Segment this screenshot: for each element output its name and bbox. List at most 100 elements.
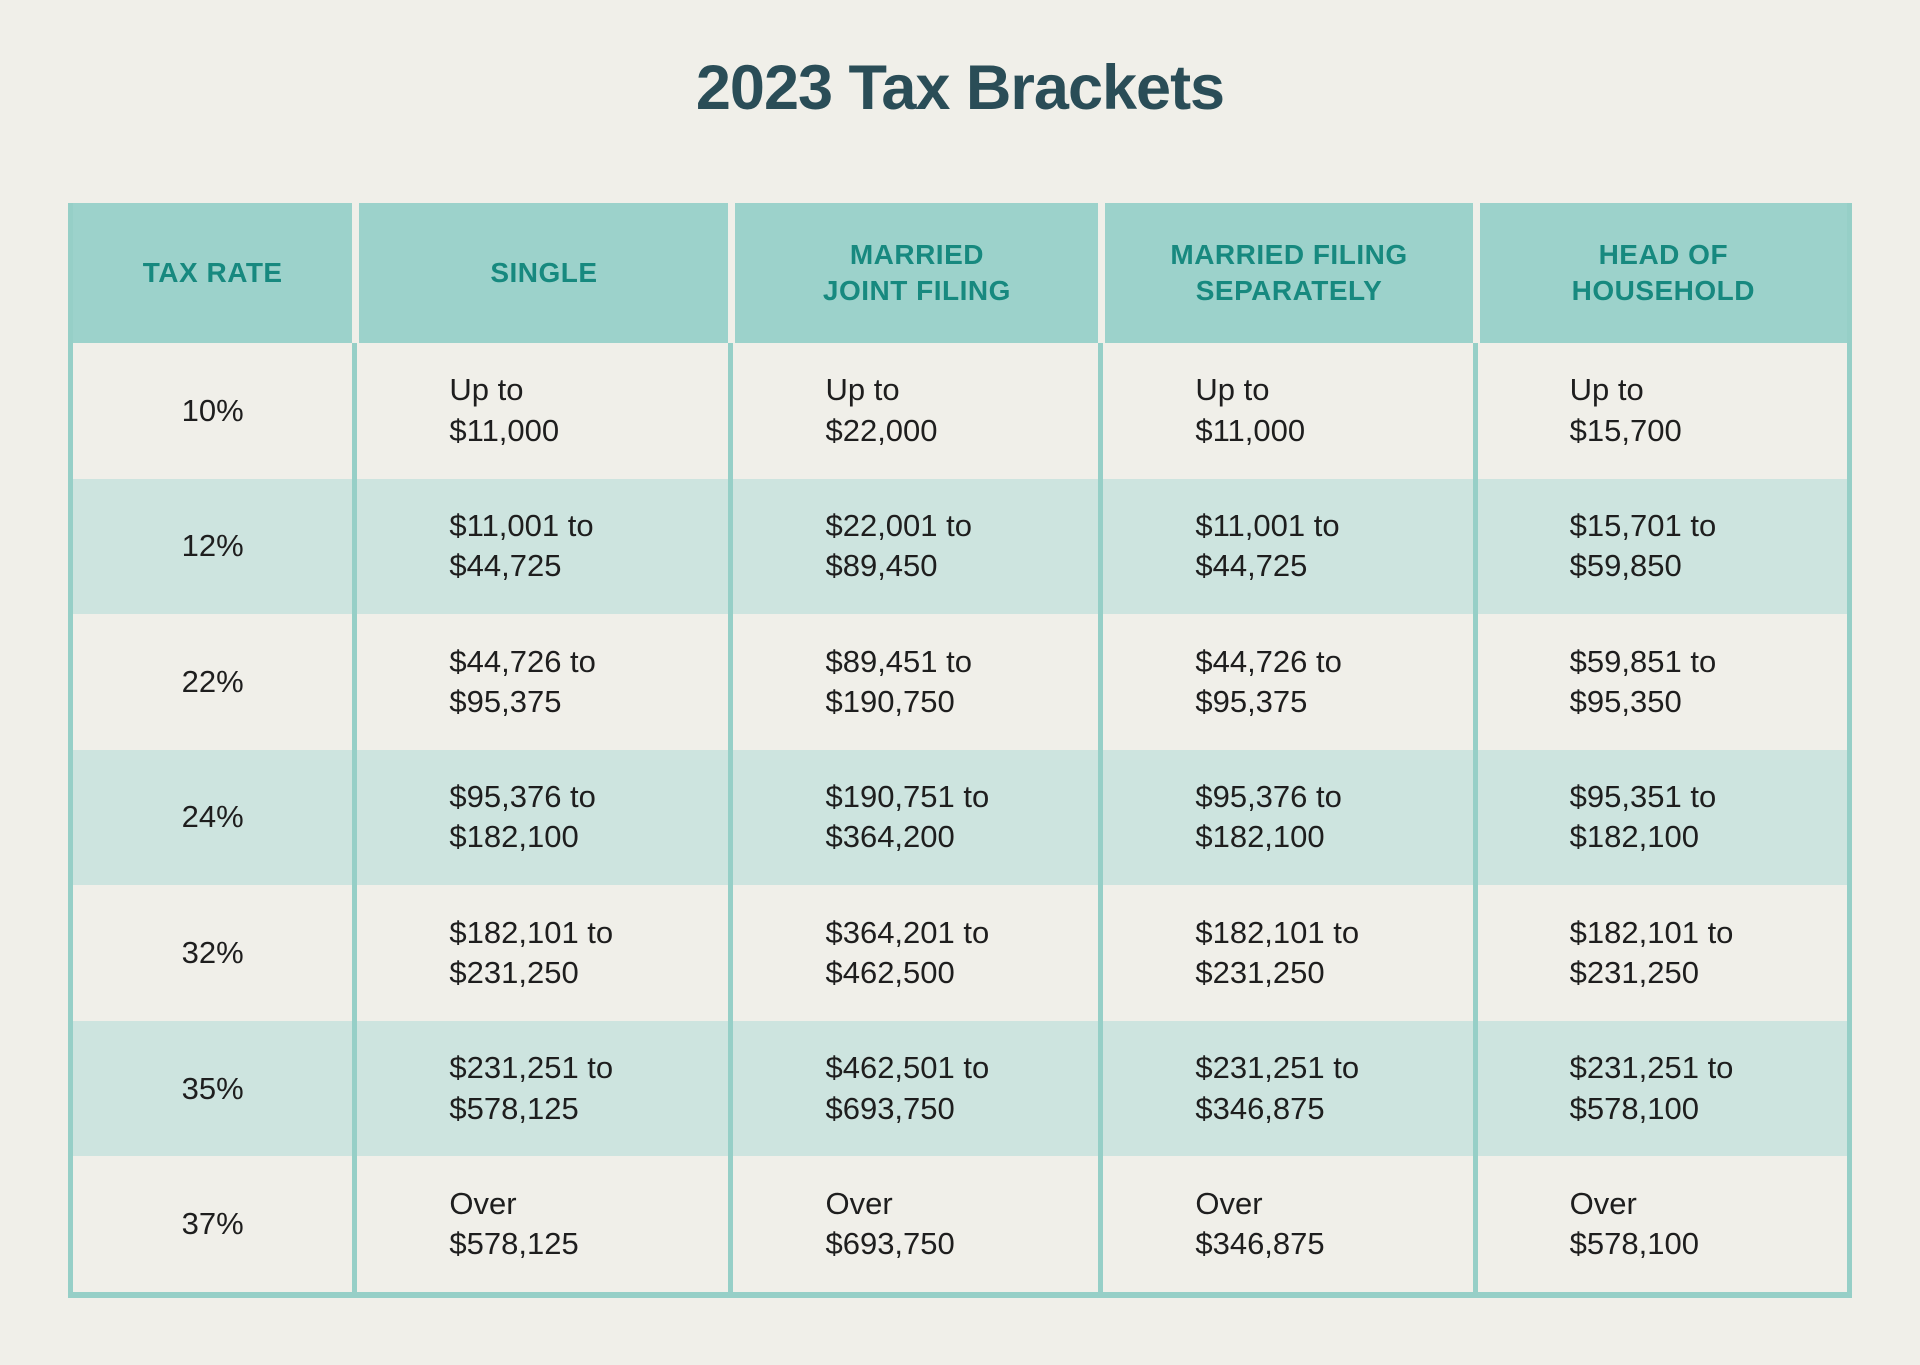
header-cell-single: SINGLE: [352, 203, 729, 343]
head-household-cell: $95,351 to $182,100: [1472, 749, 1847, 886]
bracket-line2: $231,250: [1195, 955, 1325, 991]
head-household-cell: $15,701 to $59,850: [1472, 478, 1847, 615]
rate-cell: 35%: [73, 1020, 353, 1157]
bracket-line1: Over: [825, 1185, 893, 1221]
rate-value: 35%: [181, 1070, 244, 1106]
married-separate-cell: Over $346,875: [1098, 1156, 1473, 1292]
bracket-line2: $462,500: [825, 955, 955, 991]
bracket-line1: Up to: [825, 372, 900, 408]
bracket-line1: $364,201 to: [825, 914, 990, 950]
rate-cell: 37%: [73, 1156, 353, 1292]
married-separate-cell: $231,251 to $346,875: [1098, 1020, 1473, 1157]
married-separate-cell: $95,376 to $182,100: [1098, 749, 1473, 886]
bracket-line1: $89,451 to: [825, 643, 972, 679]
bracket-line2: $578,100: [1569, 1090, 1699, 1126]
bracket-line1: Over: [449, 1185, 517, 1221]
head-household-cell: $231,251 to $578,100: [1472, 1020, 1847, 1157]
header-cell-head-household: HEAD OF HOUSEHOLD: [1472, 203, 1847, 343]
page-title: 2023 Tax Brackets: [695, 53, 1225, 123]
married-separate-cell: $182,101 to $231,250: [1098, 885, 1473, 1021]
bracket-line1: $182,101 to: [1569, 914, 1734, 950]
bracket-line2: $11,000: [1195, 412, 1306, 448]
single-cell: Over $578,125: [352, 1156, 729, 1292]
rate-value: 22%: [181, 663, 244, 699]
bracket-line2: $95,375: [449, 683, 562, 719]
bracket-line1: $182,101 to: [1195, 914, 1360, 950]
bracket-line2: $11,000: [449, 412, 560, 448]
bracket-line2: $44,725: [449, 548, 562, 584]
header-label-line2: HOUSEHOLD: [1571, 275, 1756, 306]
bracket-line2: $693,750: [825, 1226, 955, 1262]
bracket-line1: $231,251 to: [1569, 1050, 1734, 1086]
header-label-line2: SEPARATELY: [1195, 275, 1383, 306]
bracket-line1: $11,001 to: [1195, 508, 1340, 544]
married-joint-cell: $22,001 to $89,450: [728, 478, 1099, 615]
header-label-line2: JOINT FILING: [822, 275, 1011, 306]
head-household-cell: Over $578,100: [1472, 1156, 1847, 1292]
head-household-cell: $59,851 to $95,350: [1472, 614, 1847, 750]
bracket-line2: $693,750: [825, 1090, 955, 1126]
bracket-line2: $59,850: [1569, 548, 1682, 584]
bracket-line2: $95,375: [1195, 683, 1308, 719]
rate-cell: 24%: [73, 749, 353, 886]
header-label-line1: MARRIED: [849, 238, 984, 270]
header-cell-married-joint: MARRIED JOINT FILING: [728, 203, 1099, 343]
married-separate-cell: $44,726 to $95,375: [1098, 614, 1473, 750]
bracket-line2: $346,875: [1195, 1090, 1325, 1126]
married-separate-cell: Up to $11,000: [1098, 343, 1473, 479]
single-cell: $231,251 to $578,125: [352, 1020, 729, 1157]
single-cell: $95,376 to $182,100: [352, 749, 729, 886]
married-joint-cell: Up to $22,000: [728, 343, 1099, 479]
table-row-12pct: 12% $11,001 to $44,725 $22,001 to $89,45…: [73, 478, 1847, 615]
rate-value: 24%: [181, 799, 244, 835]
table-header-row: TAX RATE SINGLE MARRIED JOINT FILING MAR…: [73, 203, 1847, 343]
bracket-line1: Over: [1569, 1185, 1637, 1221]
married-joint-cell: $462,501 to $693,750: [728, 1020, 1099, 1157]
bracket-line1: $11,001 to: [449, 508, 594, 544]
married-joint-cell: $190,751 to $364,200: [728, 749, 1099, 886]
bracket-line2: $95,350: [1569, 683, 1682, 719]
bracket-line2: $15,700: [1569, 412, 1682, 448]
table-row-24pct: 24% $95,376 to $182,100 $190,751 to $364…: [73, 749, 1847, 886]
single-cell: $11,001 to $44,725: [352, 478, 729, 615]
bracket-line2: $578,125: [449, 1090, 579, 1126]
bracket-line1: $59,851 to: [1569, 643, 1717, 679]
single-cell: $182,101 to $231,250: [352, 885, 729, 1021]
bracket-line2: $182,100: [1195, 819, 1325, 855]
bracket-line2: $346,875: [1195, 1226, 1325, 1262]
header-label-line1: HEAD OF: [1598, 238, 1729, 270]
married-joint-cell: $89,451 to $190,750: [728, 614, 1099, 750]
header-label: TAX RATE: [142, 256, 283, 288]
head-household-cell: $182,101 to $231,250: [1472, 885, 1847, 1021]
married-separate-cell: $11,001 to $44,725: [1098, 478, 1473, 615]
rate-cell: 22%: [73, 614, 353, 750]
rate-value: 10%: [181, 392, 244, 428]
bracket-line2: $22,000: [825, 412, 938, 448]
bracket-line1: $44,726 to: [1195, 643, 1342, 679]
single-cell: Up to $11,000: [352, 343, 729, 479]
bracket-line1: Up to: [1195, 372, 1270, 408]
bracket-line2: $182,100: [449, 819, 579, 855]
tax-brackets-table: TAX RATE SINGLE MARRIED JOINT FILING MAR…: [68, 203, 1852, 1298]
bracket-line2: $231,250: [449, 955, 579, 991]
bracket-line2: $44,725: [1195, 548, 1308, 584]
bracket-line1: $231,251 to: [1195, 1050, 1360, 1086]
header-label-line1: MARRIED FILING: [1170, 238, 1408, 270]
table-row-22pct: 22% $44,726 to $95,375 $89,451 to $190,7…: [73, 614, 1847, 750]
table-row-37pct: 37% Over $578,125 Over $693,750 Over $34…: [73, 1156, 1847, 1292]
table-row-35pct: 35% $231,251 to $578,125 $462,501 to $69…: [73, 1020, 1847, 1157]
header-cell-tax-rate: TAX RATE: [73, 203, 353, 343]
bracket-line1: $462,501 to: [825, 1050, 990, 1086]
header-cell-married-separate: MARRIED FILING SEPARATELY: [1098, 203, 1473, 343]
rate-cell: 32%: [73, 885, 353, 1021]
rate-value: 32%: [181, 935, 244, 971]
bracket-line1: Up to: [1569, 372, 1644, 408]
bracket-line1: $231,251 to: [449, 1050, 614, 1086]
bracket-line1: $190,751 to: [825, 779, 990, 815]
bracket-line1: $95,376 to: [1195, 779, 1342, 815]
bracket-line1: Over: [1195, 1185, 1263, 1221]
rate-value: 12%: [181, 528, 244, 564]
rate-value: 37%: [181, 1206, 244, 1242]
bracket-line1: Up to: [449, 372, 524, 408]
bracket-line1: $15,701 to: [1569, 508, 1717, 544]
